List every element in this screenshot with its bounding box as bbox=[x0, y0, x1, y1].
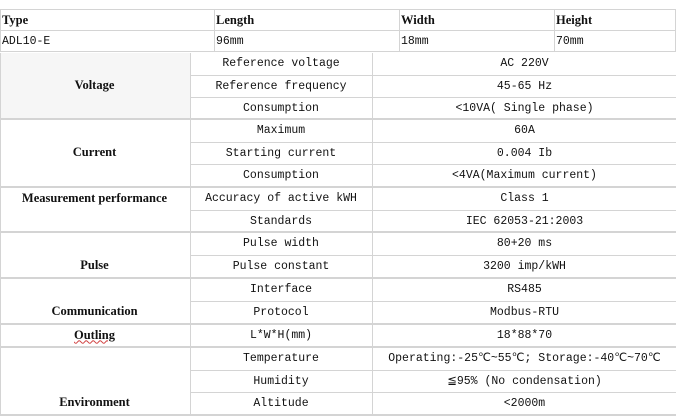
group-label: Outling bbox=[0, 325, 189, 347]
group-label: Current bbox=[72, 145, 117, 160]
spec-row: Starting current 0.004 Ib bbox=[190, 142, 676, 164]
spec-parameter: Maximum bbox=[190, 120, 373, 143]
group-label: Measurement performance bbox=[21, 190, 168, 205]
spec-value: 0.004 Ib bbox=[496, 147, 553, 161]
spec-value: RS485 bbox=[507, 282, 542, 296]
spec-value: <4VA(Maximum current) bbox=[452, 168, 597, 182]
group-cell bbox=[0, 187, 191, 232]
spec-row: Accuracy of active kWH Class 1 bbox=[190, 187, 676, 210]
group-cell bbox=[0, 324, 191, 347]
group-cell bbox=[0, 348, 191, 414]
value-length: 96mm bbox=[214, 30, 400, 52]
spec-group-pulse: Pulse Pulse width 80+20 ms Pulse constant 32… bbox=[0, 233, 676, 279]
summary-value-row: ADL10-E 96mm 18mm 70mm bbox=[0, 30, 676, 52]
spec-value: 3200 imp/kWH bbox=[483, 260, 566, 274]
group-label-text: Outling bbox=[74, 327, 115, 342]
spec-parameter: Reference frequency bbox=[190, 75, 373, 97]
value-type: ADL10-E bbox=[0, 30, 215, 52]
spec-row: Consumption <4VA(Maximum current) bbox=[190, 163, 676, 186]
spec-row: Pulse width 80+20 ms bbox=[190, 233, 676, 256]
spec-parameter: Consumption bbox=[190, 97, 373, 119]
header-length: Length bbox=[214, 9, 400, 31]
spec-parameter: Accuracy of active kWH bbox=[190, 187, 373, 210]
spec-value: 18*88*70 bbox=[496, 328, 553, 342]
value-height: 70mm bbox=[554, 30, 676, 52]
spec-group-current: Current Maximum 60A Starting current 0.004 I… bbox=[0, 120, 676, 188]
header-height: Height bbox=[554, 9, 676, 31]
spec-value: Modbus-RTU bbox=[489, 305, 559, 319]
spec-row: Reference voltage AC 220V bbox=[190, 53, 676, 75]
spec-row: Interface RS485 bbox=[190, 278, 676, 301]
spec-parameter: Standards bbox=[190, 210, 373, 232]
group-label: Pulse bbox=[80, 258, 109, 273]
spec-parameter: Pulse width bbox=[190, 233, 373, 256]
spec-parameter: Pulse constant bbox=[190, 256, 373, 277]
spec-parameter: Humidity bbox=[190, 371, 373, 392]
summary-header-row: Type Length Width Height bbox=[0, 9, 676, 31]
spec-parameter: Interface bbox=[190, 278, 373, 301]
spec-row: Reference frequency 45-65 Hz bbox=[190, 74, 676, 97]
spec-value: ≦95% (No condensation) bbox=[447, 375, 602, 389]
spec-parameter: L*W*H(mm) bbox=[190, 324, 373, 347]
spec-row: Pulse constant 3200 imp/kWH bbox=[190, 255, 676, 277]
group-cell bbox=[0, 233, 191, 277]
summary-table: Type Length Width Height ADL10-E 96mm 18… bbox=[0, 9, 676, 52]
spec-value: <10VA( Single phase) bbox=[455, 101, 594, 115]
spec-row: Maximum 60A bbox=[190, 120, 676, 143]
spec-parameter: Temperature bbox=[190, 348, 373, 371]
spec-value: 60A bbox=[514, 124, 535, 138]
spec-parameter: Protocol bbox=[190, 301, 373, 323]
header-type: Type bbox=[0, 9, 215, 31]
spec-table: Voltage Reference voltage AC 220V Reference… bbox=[0, 53, 676, 416]
spec-row: Humidity ≦95% (No condensation) bbox=[190, 370, 676, 392]
group-cell bbox=[0, 278, 191, 323]
spec-value: Class 1 bbox=[500, 191, 549, 205]
spec-group-measurement-performance: Measurement performance Accuracy of activ… bbox=[0, 187, 676, 234]
spec-parameter: Altitude bbox=[190, 392, 373, 414]
spec-row: Consumption <10VA( Single phase) bbox=[190, 96, 676, 119]
spec-value: Operating:-25℃~55℃; Storage:-40℃~70℃ bbox=[388, 352, 661, 366]
spec-row: L*W*H(mm) 18*88*70 bbox=[190, 324, 676, 347]
value-width: 18mm bbox=[399, 30, 555, 52]
group-label: Communication bbox=[51, 303, 138, 318]
spec-parameter: Reference voltage bbox=[190, 53, 373, 75]
spec-value: 45-65 Hz bbox=[496, 79, 553, 93]
group-cell bbox=[0, 120, 191, 186]
group-label: Voltage bbox=[74, 77, 115, 92]
spec-row: Protocol Modbus-RTU bbox=[190, 300, 676, 323]
spec-row: Temperature Operating:-25℃~55℃; Storage:-… bbox=[190, 348, 676, 371]
group-cell bbox=[0, 53, 191, 119]
spec-group-outling: Outling L*W*H(mm) 18*88*70 bbox=[0, 324, 676, 349]
spec-value: <2000m bbox=[503, 396, 546, 410]
spec-value: IEC 62053-21:2003 bbox=[465, 214, 584, 228]
spec-value: 80+20 ms bbox=[496, 237, 553, 251]
spec-group-communication: Communication Interface RS485 Protocol Modbu… bbox=[0, 278, 676, 325]
spec-group-voltage: Voltage Reference voltage AC 220V Reference… bbox=[0, 53, 676, 121]
spec-parameter: Starting current bbox=[190, 143, 373, 164]
group-label: Environment bbox=[59, 394, 130, 409]
spec-group-environment: Environment Temperature Operating:-25℃~55℃… bbox=[0, 348, 676, 416]
spec-value: AC 220V bbox=[500, 57, 549, 70]
spec-row: Standards IEC 62053-21:2003 bbox=[190, 209, 676, 232]
spec-row: Altitude <2000m bbox=[190, 391, 676, 414]
spec-parameter: Consumption bbox=[190, 164, 373, 186]
header-width: Width bbox=[399, 9, 555, 31]
